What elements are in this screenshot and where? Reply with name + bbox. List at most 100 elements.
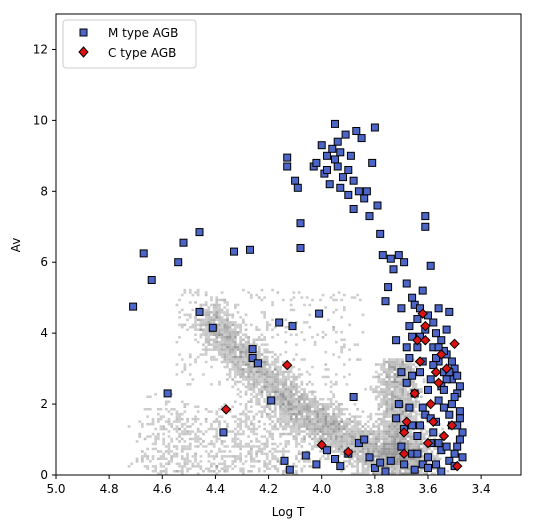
density-cell — [215, 440, 219, 443]
density-cell — [228, 338, 232, 341]
density-cell — [292, 296, 296, 299]
density-cell — [292, 365, 296, 369]
density-cell — [236, 455, 240, 458]
density-cell — [276, 467, 280, 470]
density-cell — [250, 405, 253, 408]
density-cell — [212, 308, 216, 312]
density-cell — [401, 388, 405, 391]
density-cell — [319, 412, 322, 416]
density-cell — [164, 445, 168, 448]
density-cell — [324, 410, 328, 413]
density-cell — [374, 437, 378, 441]
density-cell — [356, 452, 359, 456]
density-cell — [271, 378, 274, 381]
density-cell — [271, 303, 274, 307]
density-cell — [382, 415, 386, 418]
data-point-m-type — [408, 332, 417, 341]
data-point-c-type — [420, 320, 431, 332]
data-point-c-type — [449, 338, 460, 349]
data-point-c-type — [430, 366, 442, 378]
data-point-m-type — [296, 219, 305, 228]
density-cell — [239, 328, 242, 331]
density-cell — [226, 311, 229, 314]
density-cell — [297, 368, 301, 371]
density-cell — [382, 390, 386, 394]
density-cell — [242, 358, 245, 361]
density-cell — [393, 412, 397, 416]
density-cell — [180, 472, 184, 475]
density-cell — [212, 442, 216, 446]
data-point-m-type — [402, 343, 411, 352]
density-cell — [372, 455, 375, 458]
density-cell — [265, 430, 269, 433]
density-cell — [390, 445, 394, 448]
density-cell — [244, 343, 248, 346]
density-cell — [223, 355, 227, 359]
density-cell — [260, 385, 264, 389]
density-cell — [398, 358, 402, 361]
density-cell — [327, 412, 330, 416]
density-cell — [244, 390, 248, 394]
density-cell — [350, 447, 354, 451]
density-cell — [388, 425, 391, 428]
density-cell — [372, 437, 375, 441]
y-tick-label: 2 — [40, 397, 48, 411]
density-cell — [300, 445, 304, 448]
density-cell — [268, 462, 272, 466]
density-cell — [284, 408, 288, 411]
density-cell — [268, 368, 272, 371]
density-cell — [250, 388, 253, 391]
density-cell — [199, 323, 203, 327]
density-cell — [231, 385, 235, 389]
data-point-m-type — [434, 439, 443, 448]
density-cell — [390, 410, 394, 413]
density-cell — [380, 450, 383, 453]
data-point-m-type — [434, 304, 443, 313]
density-cell — [228, 355, 232, 359]
density-cell — [154, 470, 157, 473]
data-point-m-type — [442, 325, 451, 334]
density-cell — [223, 331, 227, 334]
data-point-c-type — [417, 308, 428, 319]
density-cell — [260, 393, 264, 396]
density-cell — [284, 442, 288, 446]
density-cell — [393, 410, 397, 413]
density-cell — [199, 333, 203, 336]
density-cell — [406, 415, 410, 418]
density-cell — [295, 420, 298, 423]
density-cell — [250, 447, 253, 451]
density-cell — [404, 398, 407, 401]
density-cell — [295, 403, 298, 406]
density-cell — [186, 455, 189, 458]
density-cell — [401, 358, 405, 361]
density-cell — [332, 417, 335, 421]
data-point-m-type — [405, 354, 414, 362]
density-cell — [247, 363, 250, 366]
density-cell — [146, 415, 149, 418]
density-cell — [382, 393, 386, 396]
density-cell — [385, 383, 389, 386]
density-cell — [215, 427, 219, 431]
density-cell — [324, 375, 328, 379]
density-cell — [305, 417, 309, 421]
density-cell — [154, 440, 157, 443]
density-cell — [250, 470, 253, 473]
density-cell — [409, 417, 413, 421]
density-cell — [316, 422, 320, 426]
density-cell — [313, 408, 317, 411]
density-cell — [390, 398, 394, 401]
density-cell — [157, 412, 160, 416]
density-cell — [353, 417, 357, 421]
density-cell — [265, 326, 269, 329]
density-cell — [273, 395, 277, 398]
density-cell — [289, 408, 293, 411]
density-cell — [212, 343, 216, 346]
density-cell — [135, 460, 139, 463]
density-cell — [263, 408, 266, 411]
density-cell — [404, 388, 407, 391]
density-cell — [162, 427, 165, 431]
density-cell — [324, 363, 328, 366]
density-cell — [297, 375, 301, 379]
density-cell — [364, 445, 367, 448]
density-cell — [180, 370, 184, 374]
